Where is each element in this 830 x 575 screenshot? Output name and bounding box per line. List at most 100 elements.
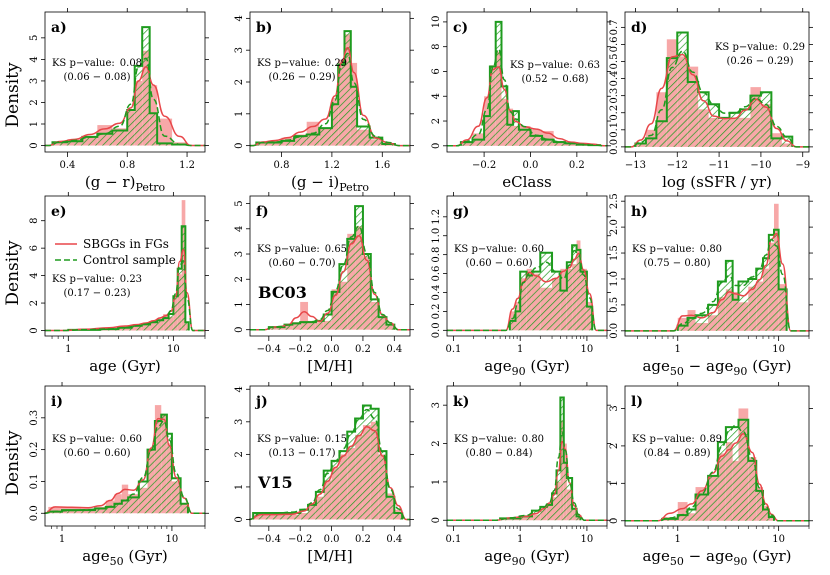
ks-label-i: KS p−value: (52, 434, 115, 445)
x-axis-label-d: log (sSFR / yr) (662, 173, 772, 191)
xtick-label-c-2: 0.2 (569, 160, 585, 171)
sample-bar-a-9 (157, 118, 173, 146)
frame-d (624, 11, 810, 153)
ytick-label-g-0: 0.0 (431, 322, 442, 338)
control-bar-f-8 (331, 291, 340, 330)
ytick-label-a-4: 4 (29, 56, 40, 62)
frame-k (446, 385, 608, 527)
sample-bar-l-1 (677, 502, 688, 521)
xtick-label-k-1: 1 (517, 534, 523, 545)
control-bar-h-2 (695, 315, 709, 331)
xtick-label-b-0: 0.8 (274, 160, 290, 171)
ytick-label-f-3: 3 (234, 251, 245, 257)
control-bar-e-12 (185, 322, 189, 331)
x-axis-label-i: age50 (Gyr) (82, 547, 168, 568)
control-bar-l-6 (725, 427, 733, 521)
xtick-label-e-0: 1 (65, 344, 71, 355)
control-outline-i (47, 413, 189, 514)
control-bar-j-3 (300, 509, 309, 520)
ytick-label-a-3: 3 (29, 78, 40, 84)
control-bar-h-1 (687, 317, 696, 331)
control-bar-e-2 (118, 327, 132, 331)
panel-label-e: e) (51, 204, 67, 220)
control-bar-f-3 (292, 323, 301, 330)
xtick-label-l-1: 10 (772, 534, 785, 545)
ks-range-h: (0.75 − 0.80) (643, 258, 710, 269)
xlabel-main-k: age (484, 547, 512, 565)
ks-annotation-d: KS p−value: 0.29 (715, 42, 805, 53)
control-bar-l-3 (695, 494, 709, 521)
frame-a (44, 11, 206, 153)
xtick-label-k-0: 0.1 (446, 534, 462, 545)
sample-bar-d-2 (656, 92, 667, 147)
sample-bar-c-10 (542, 130, 554, 146)
ytick-label-d-6: 0.6 (609, 36, 620, 52)
ks-annotation-h: KS p−value: 0.80 (632, 244, 722, 255)
control-bar-f-0 (268, 327, 277, 330)
panel-h: 1 10 0.0 0.5 1.0 1.5 2.0 2.5 h) KS p−value: 0.80 (0… (609, 192, 813, 378)
ytick-label-f-2: 2 (234, 276, 245, 282)
control-bar-c-1 (472, 139, 485, 146)
control-density-b (250, 52, 410, 147)
control-bar-j-6 (323, 470, 332, 520)
panel-i: 1 10 0.0 0.1 0.2 0.3 i) KS p−value: 0.60 (0.60 − … (29, 382, 209, 568)
model-label-f: BC03 (258, 283, 307, 302)
xlabel-tail-g: (Gyr) (526, 357, 570, 375)
control-bar-d-12 (760, 92, 772, 147)
control-bar-d-7 (708, 104, 720, 147)
ytick-label-d-1: 0.1 (609, 122, 620, 138)
panel-label-c: c) (453, 20, 468, 36)
control-bar-h-9 (756, 268, 764, 331)
control-bar-k-1 (520, 516, 532, 521)
ytick-label-b-0: 0 (234, 142, 245, 148)
ytick-label-i-0: 0.0 (29, 505, 40, 521)
xlabel-sub2-l: 90 (733, 555, 747, 568)
control-bar-i-7 (128, 497, 139, 514)
control-bar-j-8 (339, 451, 348, 520)
control-bar-j-5 (315, 491, 324, 520)
control-bar-i-13 (171, 478, 181, 514)
ytick-label-k-3: 3 (431, 402, 442, 408)
panel-label-k: k) (453, 394, 469, 410)
ytick-label-f-4: 4 (234, 226, 245, 232)
ks-value-h: 0.80 (700, 244, 722, 255)
xlabel-tail-h: (Gyr) (747, 357, 791, 375)
xlabel-main-g: age (484, 357, 512, 375)
ytick-label-c-5: 10 (431, 16, 442, 29)
ks-value-f: 0.65 (325, 244, 347, 255)
control-bar-c-0 (460, 142, 473, 146)
x-axis-label-l: age50 − age90 (Gyr) (642, 547, 791, 568)
xlabel-sub-g: 90 (512, 365, 526, 378)
control-bar-a-7 (142, 27, 150, 146)
control-bar-k-9 (566, 478, 573, 521)
control-bar-k-6 (556, 470, 561, 521)
ks-value-b: 0.29 (325, 58, 347, 69)
ytick-label-l-3: 3 (609, 405, 620, 411)
control-bar-i-11 (161, 414, 167, 514)
ytick-label-j-0: 0 (234, 516, 245, 522)
ks-label-f: KS p−value: (257, 244, 320, 255)
control-bar-a-9 (157, 143, 173, 146)
xtick-label-d-4: −9 (795, 160, 810, 171)
xtick-label-f-4: 0.4 (386, 344, 402, 355)
control-bar-d-0 (635, 143, 646, 147)
control-bar-g-6 (552, 271, 561, 331)
control-bar-g-8 (566, 262, 573, 331)
ks-range-l: (0.84 − 0.89) (643, 448, 710, 459)
control-bar-d-2 (656, 121, 667, 147)
panel-e: 1 10 0 2 4 6 8 e) KS p−value: 0.23 (0.17 − 0.23) ag… (29, 192, 209, 375)
xtick-label-a-1: 0.8 (119, 160, 135, 171)
x-axis-label-f: [M/H] (307, 357, 352, 375)
control-bar-i-4 (105, 506, 115, 514)
xtick-label-h-0: 1 (675, 344, 681, 355)
ytick-label-e-1: 2 (29, 300, 40, 306)
control-bar-l-12 (768, 517, 775, 521)
ks-annotation-i: KS p−value: 0.60 (52, 434, 142, 445)
control-bar-h-11 (768, 234, 775, 331)
ks-label-k: KS p−value: (454, 434, 517, 445)
control-density-g (447, 249, 607, 332)
control-bar-d-10 (740, 109, 751, 147)
control-bar-d-5 (687, 82, 699, 147)
ytick-label-e-4: 8 (29, 218, 40, 224)
xlabel-sub-k: 90 (512, 555, 526, 568)
